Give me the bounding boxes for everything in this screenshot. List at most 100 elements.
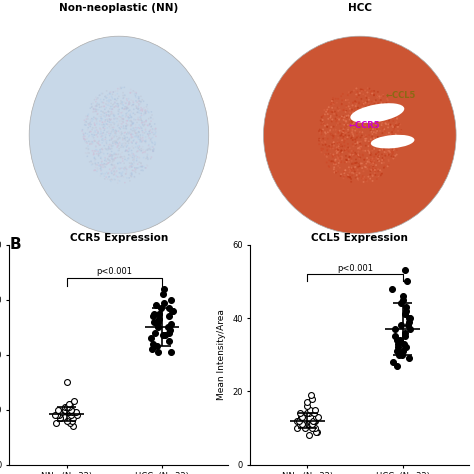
Point — [91, 108, 99, 115]
Point — [97, 113, 105, 120]
Point — [375, 110, 383, 118]
Point — [147, 114, 155, 121]
Point — [142, 164, 150, 172]
Point — [116, 135, 123, 142]
Point — [383, 144, 391, 152]
Point — [368, 90, 376, 97]
Point — [118, 173, 125, 180]
Point — [365, 164, 373, 171]
Point — [82, 115, 90, 123]
Point — [136, 114, 144, 121]
Point — [101, 163, 109, 170]
Point — [101, 106, 109, 113]
Point — [108, 128, 115, 136]
Point — [350, 152, 357, 159]
Point — [381, 138, 388, 146]
Point — [360, 91, 367, 98]
Point — [321, 137, 329, 145]
Point — [355, 151, 362, 158]
Point — [123, 120, 130, 128]
Point — [121, 155, 129, 163]
Point — [100, 109, 107, 116]
Point — [359, 103, 366, 111]
Point — [303, 402, 310, 410]
Point — [343, 113, 351, 121]
Point — [146, 145, 153, 153]
Point — [389, 123, 397, 131]
Point — [356, 92, 364, 100]
Point — [105, 128, 112, 135]
Point — [332, 130, 339, 138]
Point — [98, 155, 105, 163]
Point — [111, 164, 119, 172]
Point — [98, 145, 106, 153]
Point — [137, 113, 145, 120]
Point — [125, 139, 132, 147]
Point — [338, 128, 346, 135]
Point — [331, 160, 338, 167]
Point — [114, 90, 121, 98]
Point — [87, 157, 95, 165]
Point — [83, 135, 91, 143]
Point — [83, 139, 91, 147]
Point — [86, 140, 94, 147]
Point — [337, 132, 344, 139]
Point — [100, 170, 107, 178]
Point — [397, 127, 404, 135]
Point — [92, 146, 100, 154]
Point — [110, 120, 118, 128]
Point — [355, 146, 363, 154]
Point — [342, 131, 349, 139]
Point — [322, 141, 329, 148]
Point — [333, 99, 341, 107]
Point — [374, 171, 382, 179]
Point — [130, 159, 138, 167]
Point — [366, 101, 374, 109]
Point — [340, 174, 347, 182]
Point — [353, 150, 360, 158]
Point — [301, 424, 309, 432]
Point — [111, 171, 118, 178]
Point — [92, 131, 100, 139]
Point — [401, 333, 408, 340]
Point — [142, 139, 149, 146]
Point — [109, 135, 116, 142]
Title: Non-neoplastic (NN): Non-neoplastic (NN) — [59, 3, 179, 13]
Point — [374, 126, 382, 134]
Point — [354, 132, 362, 140]
Point — [111, 96, 119, 103]
Point — [372, 168, 379, 175]
Point — [165, 329, 173, 337]
Point — [80, 135, 88, 142]
Point — [372, 128, 380, 136]
Point — [378, 138, 385, 146]
Point — [379, 141, 386, 148]
Point — [123, 121, 131, 129]
Point — [358, 164, 366, 172]
Point — [118, 142, 126, 149]
Point — [354, 104, 362, 111]
Point — [124, 128, 132, 136]
Point — [144, 146, 151, 153]
Point — [143, 153, 151, 160]
Point — [328, 118, 336, 125]
Point — [385, 156, 392, 164]
Point — [356, 160, 363, 167]
Point — [116, 117, 123, 124]
Point — [361, 114, 369, 121]
Point — [136, 146, 144, 154]
Point — [119, 136, 127, 144]
Point — [373, 116, 380, 123]
Point — [373, 99, 381, 107]
Point — [129, 162, 137, 169]
Point — [122, 104, 130, 112]
Point — [350, 116, 357, 123]
Point — [404, 322, 412, 329]
Point — [90, 113, 98, 121]
Point — [343, 107, 350, 115]
Point — [131, 174, 138, 182]
Point — [107, 116, 114, 124]
Point — [134, 160, 141, 168]
Point — [110, 169, 118, 176]
Point — [126, 164, 134, 171]
